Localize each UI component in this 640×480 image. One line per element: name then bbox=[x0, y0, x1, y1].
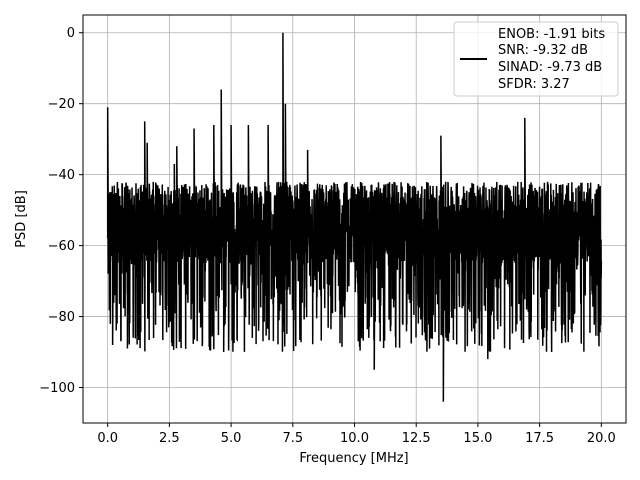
x-tick-label: 15.0 bbox=[463, 431, 492, 446]
x-tick-label: 12.5 bbox=[402, 431, 431, 446]
y-tick-label: −100 bbox=[39, 381, 75, 396]
x-axis-label: Frequency [MHz] bbox=[299, 451, 408, 466]
y-tick-label: −20 bbox=[48, 97, 75, 112]
y-tick-label: −60 bbox=[48, 239, 75, 254]
y-tick-label: −40 bbox=[48, 168, 75, 183]
legend-entry-sinad: SINAD: -9.73 dB bbox=[498, 60, 602, 75]
x-tick-label: 2.5 bbox=[159, 431, 180, 446]
x-tick-label: 20.0 bbox=[587, 431, 616, 446]
x-tick-label: 0.0 bbox=[97, 431, 118, 446]
x-tick-label: 10.0 bbox=[340, 431, 369, 446]
legend-entry-snr: SNR: -9.32 dB bbox=[498, 43, 588, 58]
x-tick-label: 7.5 bbox=[282, 431, 303, 446]
y-axis-ticks: 0 −20 −40 −60 −80 −100 bbox=[39, 26, 83, 396]
y-tick-label: 0 bbox=[67, 26, 75, 41]
legend: ENOB: -1.91 bits SNR: -9.32 dB SINAD: -9… bbox=[453, 21, 619, 97]
x-axis-ticks: 0.0 2.5 5.0 7.5 10.0 12.5 15.0 17.5 20.0 bbox=[97, 423, 616, 446]
x-tick-label: 17.5 bbox=[525, 431, 554, 446]
y-axis-label: PSD [dB] bbox=[14, 190, 29, 248]
y-tick-label: −80 bbox=[48, 310, 75, 325]
psd-series-line bbox=[106, 32, 603, 402]
x-tick-label: 5.0 bbox=[221, 431, 242, 446]
legend-entry-enob: ENOB: -1.91 bits bbox=[498, 27, 605, 42]
legend-entry-sfdr: SFDR: 3.27 bbox=[498, 77, 570, 92]
legend-box bbox=[453, 21, 619, 97]
